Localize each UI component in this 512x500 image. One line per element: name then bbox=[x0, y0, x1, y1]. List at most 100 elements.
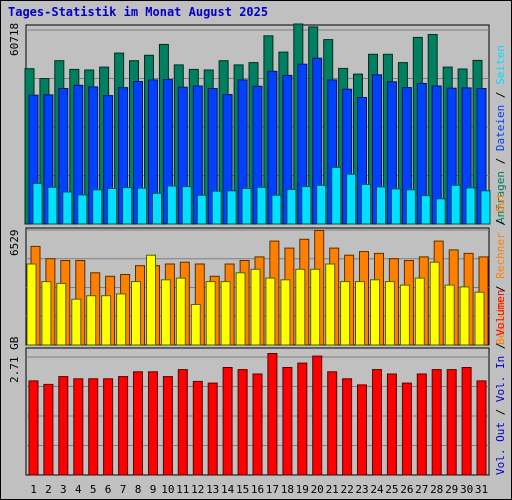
bar-rechner-day-14: Rechner 14: 3600 bbox=[220, 281, 231, 346]
series-label-vol-out: Vol. Out bbox=[494, 422, 507, 475]
bar-rechner-day-20: Rechner 20: 4300 bbox=[310, 268, 321, 346]
bar-rechner-day-11: Rechner 11: 3800 bbox=[175, 277, 186, 346]
bar-rechner-day-25: Rechner 25: 3600 bbox=[384, 281, 395, 346]
bar-rechner-day-9: Rechner 9: 5100 bbox=[146, 254, 156, 346]
series-label-besuche: Besuche bbox=[494, 299, 507, 345]
bar-seiten-day-13: Seiten 13: 10300 bbox=[211, 190, 222, 225]
label-separator: / bbox=[494, 402, 507, 422]
bar-seiten-day-7: Seiten 7: 11400 bbox=[122, 187, 133, 225]
series-label-seiten: Seiten bbox=[494, 45, 507, 85]
bar-seiten-day-9: Seiten 9: 9600 bbox=[152, 192, 162, 225]
bar-volumen-day-4: Volumen 4: 2.21 bbox=[73, 378, 84, 476]
x-tick-label: 5 bbox=[90, 483, 97, 496]
bar-volumen-day-8: Volumen 8: 2.37 bbox=[133, 371, 143, 476]
bar-volumen-day-26: Volumen 26: 2.11 bbox=[401, 382, 412, 476]
chart-title: Tages-Statistik im Monat August 2025 bbox=[8, 5, 269, 19]
bar-rechner-day-8: Rechner 8: 3600 bbox=[131, 281, 141, 346]
x-tick-label: 8 bbox=[135, 483, 142, 496]
series-label-volumen: Volumen bbox=[494, 290, 507, 336]
bar-volumen-day-18: Volumen 18: 2.47 bbox=[282, 367, 293, 476]
bar-seiten-day-14: Seiten 14: 10400 bbox=[226, 190, 237, 225]
x-tick-label: 31 bbox=[475, 483, 488, 496]
x-tick-label: 11 bbox=[176, 483, 189, 496]
bar-rechner-day-6: Rechner 6: 2800 bbox=[101, 295, 112, 346]
bar-seiten-day-1: Seiten 1: 12700 bbox=[32, 182, 43, 225]
x-axis-day-labels: 1 2 3 4 5 6 7 8 9 10 11 12 13 14 15 16 17 18 19 20 21 22 23 24 2… bbox=[30, 483, 488, 496]
bar-seiten-day-19: Seiten 19: 11700 bbox=[301, 186, 312, 225]
bar-rechner-day-26: Rechner 26: 3400 bbox=[399, 284, 410, 346]
x-tick-label: 2 bbox=[45, 483, 52, 496]
bar-volumen-day-13: Volumen 13: 2.11 bbox=[207, 382, 218, 476]
bar-rechner-day-23: Rechner 23: 3600 bbox=[355, 281, 365, 346]
bar-seiten-day-30: Seiten 30: 11300 bbox=[465, 187, 476, 225]
series-label-group-middle: Besuche / Rechner / Out bbox=[494, 193, 507, 345]
x-tick-label: 23 bbox=[355, 483, 368, 496]
bar-seiten-day-31: Seiten 31: 10400 bbox=[480, 190, 491, 225]
bar-rechner-day-4: Rechner 4: 2600 bbox=[71, 298, 82, 346]
bar-rechner-day-27: Rechner 27: 3800 bbox=[414, 277, 425, 346]
bar-rechner-day-29: Rechner 29: 3400 bbox=[444, 284, 455, 346]
bar-rechner-day-12: Rechner 12: 2300 bbox=[190, 304, 201, 346]
x-tick-label: 29 bbox=[445, 483, 458, 496]
bar-volumen-day-23: Volumen 23: 2.07 bbox=[357, 384, 367, 476]
x-tick-label: 4 bbox=[75, 483, 82, 496]
bar-rechner-day-24: Rechner 24: 3700 bbox=[370, 279, 380, 346]
bar-volumen-day-1: Volumen 1: 2.16 bbox=[28, 380, 39, 476]
x-tick-label: 16 bbox=[251, 483, 264, 496]
x-tick-label: 1 bbox=[30, 483, 37, 496]
bar-seiten-day-10: Seiten 10: 11900 bbox=[166, 185, 177, 225]
series-label-group-top: Anfragen / Dateien / Seiten bbox=[494, 45, 507, 224]
x-tick-label: 25 bbox=[385, 483, 398, 496]
bar-seiten-day-15: Seiten 15: 11100 bbox=[241, 188, 252, 225]
bar-volumen-day-29: Volumen 29: 2.42 bbox=[446, 369, 457, 476]
bar-seiten-day-24: Seiten 24: 11600 bbox=[376, 186, 386, 225]
bar-seiten-day-18: Seiten 18: 10800 bbox=[286, 189, 297, 225]
bar-rechner-day-17: Rechner 17: 3800 bbox=[265, 277, 276, 346]
bar-volumen-day-25: Volumen 25: 2.32 bbox=[386, 373, 397, 476]
bar-rechner-day-1: Rechner 1: 4600 bbox=[26, 263, 37, 346]
bar-rechner-day-18: Rechner 18: 3700 bbox=[280, 279, 291, 346]
label-separator: / bbox=[494, 336, 507, 356]
x-tick-label: 17 bbox=[266, 483, 279, 496]
x-tick-label: 27 bbox=[415, 483, 428, 496]
bar-rechner-day-30: Rechner 30: 3300 bbox=[459, 286, 470, 346]
bar-seiten-day-17: Seiten 17: 9000 bbox=[271, 194, 282, 225]
series-label-dateien: Dateien bbox=[494, 105, 507, 151]
series-label-anfragen: Anfragen bbox=[494, 171, 507, 224]
bar-rechner-day-15: Rechner 15: 4100 bbox=[235, 272, 246, 346]
y-max-label: 6529 bbox=[8, 230, 21, 257]
label-separator: / bbox=[494, 85, 507, 105]
bar-volumen-day-20: Volumen 20: 2.73 bbox=[312, 355, 323, 476]
bar-seiten-day-8: Seiten 8: 11200 bbox=[137, 187, 147, 225]
x-tick-label: 22 bbox=[340, 483, 353, 496]
x-tick-label: 15 bbox=[236, 483, 249, 496]
label-separator: / bbox=[494, 151, 507, 171]
bar-volumen-day-11: Volumen 11: 2.42 bbox=[177, 369, 188, 476]
bar-rechner-day-2: Rechner 2: 3600 bbox=[41, 281, 52, 346]
bar-volumen-day-14: Volumen 14: 2.47 bbox=[222, 367, 233, 476]
bar-seiten-day-26: Seiten 26: 10700 bbox=[405, 189, 416, 225]
panel-visits-hosts: 6529Besuche 1: 5600Besuche 2: 4900Besuch… bbox=[8, 227, 490, 346]
series-label-vol-in: Vol. In bbox=[494, 356, 507, 402]
bar-volumen-day-5: Volumen 5: 2.21 bbox=[88, 378, 99, 476]
bar-volumen-day-17: Volumen 17: 2.79 bbox=[267, 353, 278, 476]
bar-volumen-day-9: Volumen 9: 2.37 bbox=[148, 371, 158, 476]
x-tick-label: 14 bbox=[221, 483, 235, 496]
label-separator: / bbox=[494, 279, 507, 299]
bar-rechner-day-5: Rechner 5: 2800 bbox=[86, 295, 97, 346]
x-tick-label: 24 bbox=[370, 483, 384, 496]
bar-seiten-day-28: Seiten 28: 7900 bbox=[435, 198, 446, 225]
bar-volumen-day-10: Volumen 10: 2.26 bbox=[162, 376, 173, 476]
x-tick-label: 19 bbox=[296, 483, 309, 496]
bar-seiten-day-29: Seiten 29: 12100 bbox=[450, 184, 461, 225]
x-tick-label: 7 bbox=[120, 483, 127, 496]
bar-seiten-day-6: Seiten 6: 11100 bbox=[107, 188, 118, 225]
bar-rechner-day-21: Rechner 21: 4600 bbox=[325, 263, 336, 346]
bar-seiten-day-16: Seiten 16: 11500 bbox=[256, 186, 267, 225]
x-tick-label: 10 bbox=[161, 483, 174, 496]
bar-seiten-day-2: Seiten 2: 11500 bbox=[47, 186, 58, 225]
series-label-out: Out bbox=[494, 193, 507, 213]
bar-volumen-day-21: Volumen 21: 2.37 bbox=[327, 371, 338, 476]
x-tick-label: 3 bbox=[60, 483, 67, 496]
bar-volumen-day-27: Volumen 27: 2.32 bbox=[416, 373, 427, 476]
